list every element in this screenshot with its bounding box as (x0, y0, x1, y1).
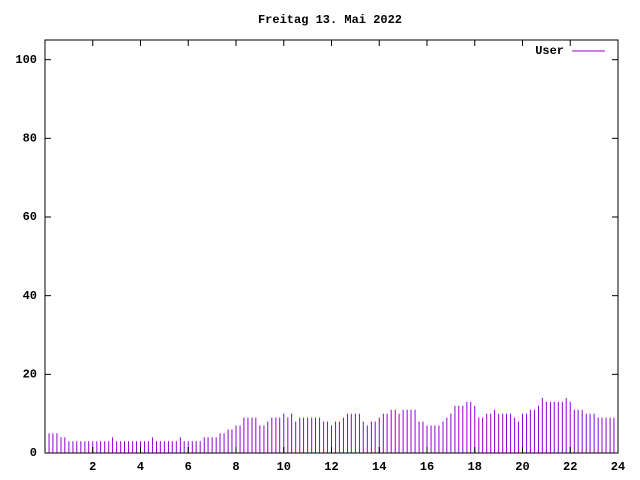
y-tick-label: 0 (30, 446, 37, 460)
x-tick-label: 8 (232, 460, 239, 474)
y-tick-label: 60 (23, 210, 37, 224)
x-tick-label: 20 (515, 460, 529, 474)
x-tick-label: 12 (324, 460, 338, 474)
y-tick-label: 20 (23, 368, 37, 382)
y-tick-label: 80 (23, 132, 37, 146)
x-tick-label: 18 (468, 460, 482, 474)
x-tick-label: 22 (563, 460, 577, 474)
x-tick-label: 14 (372, 460, 386, 474)
y-tick-label: 40 (23, 289, 37, 303)
x-tick-label: 16 (420, 460, 434, 474)
legend-label: User (535, 44, 564, 58)
x-tick-label: 4 (137, 460, 144, 474)
chart-title: Freitag 13. Mai 2022 (258, 13, 402, 27)
x-tick-label: 24 (611, 460, 625, 474)
x-tick-label: 2 (89, 460, 96, 474)
x-tick-label: 6 (185, 460, 192, 474)
y-tick-label: 100 (15, 53, 37, 67)
x-tick-label: 10 (277, 460, 291, 474)
